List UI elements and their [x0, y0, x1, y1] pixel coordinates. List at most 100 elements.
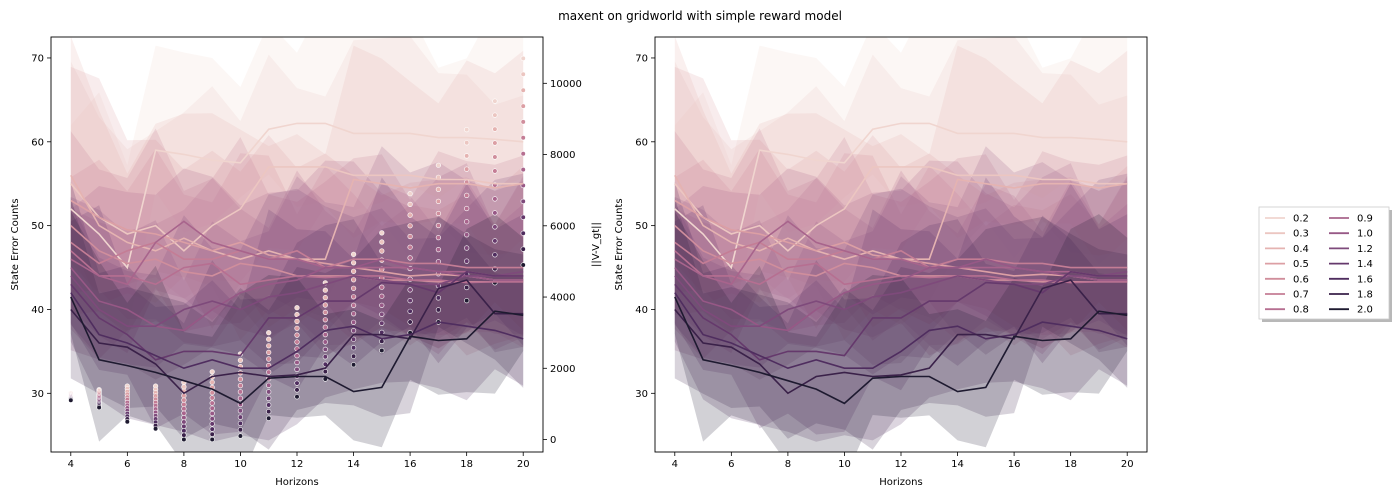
scatter-point — [351, 319, 357, 325]
scatter-point — [181, 401, 187, 408]
confidence-band-0.9 — [674, 160, 1128, 354]
series-line-0.9 — [674, 220, 1128, 286]
legend-label: 2.0 — [1357, 305, 1373, 316]
scatter-point — [266, 369, 272, 375]
legend-label: 0.8 — [1293, 305, 1309, 316]
series-line-0.3 — [674, 166, 1128, 252]
y2-tick-label: 0 — [550, 435, 556, 446]
scatter-point — [435, 295, 442, 301]
y2-axis-label: ||V-V_gt|| — [591, 222, 602, 267]
x-tick-label: 14 — [951, 459, 964, 470]
scatter-point — [379, 230, 385, 236]
scatter-point — [464, 245, 470, 251]
y-tick-label: 40 — [31, 305, 44, 316]
scatter-point — [322, 287, 328, 293]
y-axis-label: State Error Counts — [614, 198, 625, 290]
scatter-point — [322, 317, 328, 323]
scatter-point — [181, 406, 187, 412]
scatter-point — [520, 246, 526, 252]
scatter-point — [435, 186, 442, 192]
y-tick-label: 60 — [31, 137, 44, 148]
scatter-point — [322, 295, 328, 301]
scatter-point — [266, 395, 272, 402]
scatter-point — [209, 395, 215, 401]
scatter-point — [492, 210, 498, 216]
confidence-band-0.4 — [674, 37, 1128, 340]
scatter-point — [520, 167, 526, 173]
scatter-point — [407, 308, 413, 314]
scatter-point — [322, 346, 328, 353]
scatter-point — [124, 419, 130, 425]
scatter-point — [520, 71, 526, 77]
scatter-point — [492, 140, 498, 146]
scatter-point — [237, 414, 243, 420]
x-tick-label: 8 — [785, 459, 791, 470]
x-tick-label: 6 — [124, 459, 130, 470]
scatter-point — [351, 277, 357, 283]
scatter-point — [181, 432, 187, 438]
x-tick-label: 4 — [68, 459, 74, 470]
confidence-band-0.3 — [70, 37, 524, 299]
legend-label: 0.7 — [1293, 290, 1309, 301]
scatter-point — [181, 423, 187, 430]
scatter-point — [237, 420, 243, 427]
scatter-point — [181, 397, 187, 403]
y-tick-label: 30 — [635, 389, 648, 400]
confidence-band-0.4 — [70, 37, 524, 340]
x-axis-label: Horizons — [879, 477, 922, 488]
scatter-point — [209, 390, 215, 396]
scatter-point — [68, 397, 74, 403]
scatter-point — [379, 284, 385, 290]
confidence-band-2.0 — [674, 211, 1128, 452]
scatter-point — [266, 349, 272, 356]
scatter-point — [209, 379, 215, 385]
y-tick-label: 50 — [635, 221, 648, 232]
x-tick-label: 10 — [234, 459, 247, 470]
y-axis-label: State Error Counts — [10, 198, 21, 290]
series-line-1.0 — [70, 258, 524, 332]
confidence-band-1.8 — [674, 197, 1128, 450]
scatter-point — [181, 428, 187, 434]
x-tick-label: 20 — [517, 459, 530, 470]
scatter-point — [322, 369, 328, 375]
scatter-point — [435, 235, 442, 241]
scatter-point — [294, 353, 300, 359]
scatter-point — [181, 415, 187, 421]
scatter-point — [464, 284, 470, 291]
scatter-point — [407, 255, 413, 261]
x-tick-label: 16 — [404, 459, 417, 470]
scatter-point — [209, 421, 215, 427]
confidence-band-0.3 — [674, 37, 1128, 299]
scatter-point — [520, 214, 526, 220]
scatter-point — [266, 415, 272, 421]
scatter-point — [492, 126, 498, 132]
confidence-band-1.2 — [674, 173, 1128, 375]
x-tick-label: 12 — [291, 459, 304, 470]
scatter-point — [464, 153, 470, 159]
series-line-1.8 — [674, 279, 1128, 395]
scatter-point — [351, 336, 357, 342]
scatter-point — [181, 410, 187, 416]
scatter-point — [294, 318, 300, 325]
scatter-point — [464, 298, 470, 304]
series-line-0.2 — [70, 122, 524, 270]
scatter-point — [153, 426, 159, 432]
scatter-point — [294, 359, 300, 366]
x-tick-label: 18 — [1064, 459, 1077, 470]
scatter-point — [322, 361, 328, 367]
scatter-point — [351, 328, 357, 334]
series-line-0.9 — [70, 220, 524, 286]
confidence-band-1.0 — [674, 146, 1128, 380]
confidence-band-1.6 — [674, 181, 1128, 442]
scatter-point — [322, 339, 328, 345]
series-line-1.6 — [70, 292, 524, 370]
series-line-2.0 — [674, 296, 1128, 405]
scatter-point — [520, 87, 526, 93]
scatter-point — [294, 394, 300, 400]
scatter-point — [492, 168, 498, 174]
y-tick-label: 50 — [31, 221, 44, 232]
scatter-point — [464, 232, 470, 238]
confidence-band-1.6 — [70, 181, 524, 442]
series-line-0.7 — [674, 241, 1128, 269]
confidence-band-0.8 — [674, 170, 1128, 359]
